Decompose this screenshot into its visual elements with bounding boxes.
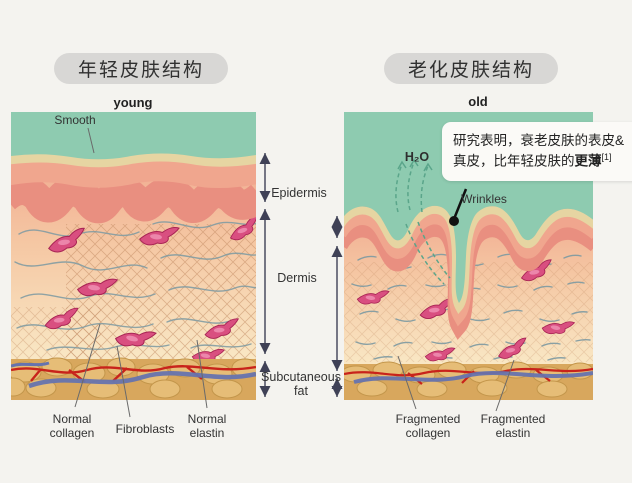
fragmented-elastin-label: Fragmented elastin xyxy=(480,412,546,441)
subcutaneous-fat-label: Subcutaneous fat xyxy=(261,370,341,399)
callout-line1: 研究表明，衰老皮肤的表皮& xyxy=(453,133,625,148)
smooth-label: Smooth xyxy=(54,113,96,127)
old-blood-vessel-blue xyxy=(353,371,593,384)
epidermis-label: Epidermis xyxy=(271,186,327,200)
old-subcutaneous-fat-layer xyxy=(344,361,593,400)
fibroblasts-label: Fibroblasts xyxy=(115,422,175,436)
fragmented-collagen-label: Fragmented collagen xyxy=(395,412,461,441)
young-blood-vessel-blue xyxy=(28,371,256,389)
young-subcutaneous-fat-layer xyxy=(11,357,256,400)
callout-line2: 真皮，比年轻皮肤的更薄[1] xyxy=(453,152,612,169)
wrinkles-label: Wrinkles xyxy=(461,192,507,206)
young-title-pill: 年轻皮肤结构 xyxy=(54,53,229,84)
h2o-label: H₂O xyxy=(404,150,430,164)
young-epidermis-basal-layer xyxy=(11,175,256,224)
old-caption: old xyxy=(468,94,488,109)
research-callout: 研究表明，衰老皮肤的表皮& 真皮，比年轻皮肤的更薄[1] xyxy=(442,122,632,181)
young-stratum-corneum xyxy=(11,151,256,168)
normal-elastin-label: Normal elastin xyxy=(187,412,227,441)
old-title-pill: 老化皮肤结构 xyxy=(384,53,559,84)
young-skin-illustration xyxy=(11,112,256,400)
young-caption: young xyxy=(113,95,153,110)
water-evaporation-arrows xyxy=(395,158,451,285)
young-surface-background xyxy=(11,112,256,160)
young-epidermis-layer xyxy=(11,159,256,189)
dermis-label: Dermis xyxy=(277,271,317,285)
old-epidermis-layers xyxy=(344,205,593,340)
normal-collagen-label: Normal collagen xyxy=(49,412,95,441)
